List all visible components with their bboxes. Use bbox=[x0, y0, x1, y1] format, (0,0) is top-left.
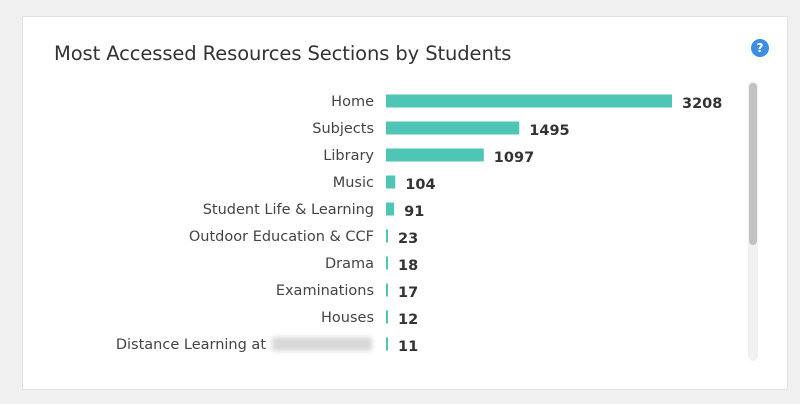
data-label: 17 bbox=[398, 285, 418, 301]
category-label: Home bbox=[331, 94, 374, 110]
bar[interactable] bbox=[386, 175, 396, 189]
data-label: 1495 bbox=[529, 123, 569, 139]
bar[interactable] bbox=[386, 148, 484, 162]
bar[interactable] bbox=[386, 202, 395, 216]
data-label: 104 bbox=[405, 177, 435, 193]
bar[interactable] bbox=[386, 283, 388, 297]
category-label: Outdoor Education & CCF bbox=[189, 229, 374, 245]
scrollbar-thumb[interactable] bbox=[749, 83, 757, 245]
data-label: 1097 bbox=[494, 150, 534, 166]
category-label: Examinations bbox=[276, 283, 374, 299]
redacted-text bbox=[272, 337, 372, 351]
data-label: 3208 bbox=[682, 96, 722, 112]
bar[interactable] bbox=[386, 310, 388, 324]
category-label: Subjects bbox=[312, 121, 374, 137]
category-label: Drama bbox=[325, 256, 374, 272]
chart-title: Most Accessed Resources Sections by Stud… bbox=[54, 42, 512, 65]
data-label: 91 bbox=[404, 204, 424, 220]
category-label: Houses bbox=[321, 310, 374, 326]
category-label: Distance Learning at bbox=[116, 337, 266, 353]
category-label: Library bbox=[323, 148, 374, 164]
chart-card: Most Accessed Resources Sections by Stud… bbox=[22, 16, 788, 390]
category-label: Music bbox=[333, 175, 374, 191]
bar[interactable] bbox=[386, 229, 389, 243]
data-label: 18 bbox=[398, 258, 418, 274]
data-label: 12 bbox=[398, 312, 418, 328]
help-icon[interactable]: ? bbox=[751, 39, 769, 57]
data-label: 11 bbox=[398, 339, 418, 355]
bar-chart: Home 3208 Subjects 1495 Library 1097 Music 104 S… bbox=[116, 94, 723, 355]
data-label: 23 bbox=[398, 231, 418, 247]
category-label: Student Life & Learning bbox=[203, 202, 374, 218]
bar[interactable] bbox=[386, 121, 520, 135]
bar[interactable] bbox=[386, 256, 388, 270]
bar[interactable] bbox=[386, 94, 672, 108]
bar[interactable] bbox=[386, 337, 388, 351]
scrollbar[interactable] bbox=[748, 81, 758, 361]
